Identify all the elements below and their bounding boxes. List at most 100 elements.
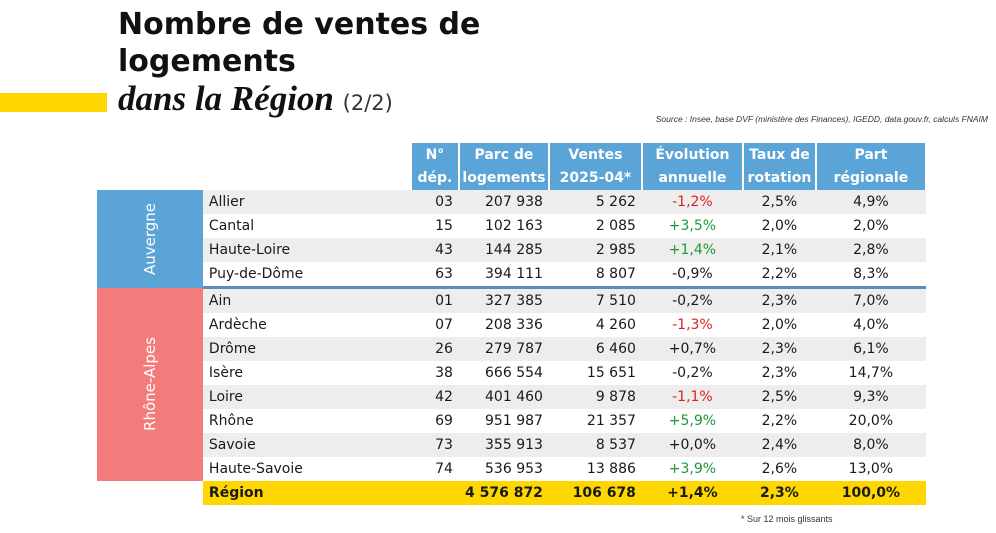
header-evolution: Évolution annuelle xyxy=(641,143,744,190)
cell-evolution: +3,9% xyxy=(641,457,743,481)
cell-taux: 2,3% xyxy=(742,361,816,385)
cell-name: Rhône xyxy=(202,409,412,433)
cell-name: Allier xyxy=(202,190,412,214)
cell-dep: 26 xyxy=(411,337,459,361)
cell-name: Loire xyxy=(202,385,412,409)
table-row: Isère 38 666 554 15 651 -0,2% 2,3% 14,7% xyxy=(97,361,926,385)
cell-ventes: 4 260 xyxy=(548,313,642,337)
cell-taux: 2,3% xyxy=(742,337,816,361)
cell-parc: 951 987 xyxy=(458,409,549,433)
header-blank-region xyxy=(97,143,203,190)
cell-taux: 2,1% xyxy=(742,238,816,262)
table-row: Drôme 26 279 787 6 460 +0,7% 2,3% 6,1% xyxy=(97,337,926,361)
table-body: Auvergne Allier 03 207 938 5 262 -1,2% 2,5% 4,9… xyxy=(97,190,926,505)
region-label-1: Rhône-Alpes xyxy=(97,287,203,481)
cell-name: Drôme xyxy=(202,337,412,361)
title-line-3: dans la Région (2/2) xyxy=(118,80,638,122)
cell-name: Puy-de-Dôme xyxy=(202,262,412,288)
cell-ventes: 13 886 xyxy=(548,457,642,481)
cell-name: Haute-Savoie xyxy=(202,457,412,481)
cell-taux: 2,4% xyxy=(742,433,816,457)
table-row: Loire 42 401 460 9 878 -1,1% 2,5% 9,3% xyxy=(97,385,926,409)
cell-parc: 102 163 xyxy=(458,214,549,238)
cell-name: Ardèche xyxy=(202,313,412,337)
accent-bar xyxy=(0,93,107,112)
cell-dep: 03 xyxy=(411,190,459,214)
title-line-1: Nombre de ventes de xyxy=(118,7,481,42)
cell-taux: 2,2% xyxy=(742,262,816,288)
total-blank xyxy=(97,481,203,505)
cell-parc: 536 953 xyxy=(458,457,549,481)
header-parc: Parc de logements xyxy=(458,143,550,190)
cell-part: 4,9% xyxy=(815,190,926,214)
total-ventes: 106 678 xyxy=(548,481,642,505)
cell-dep: 74 xyxy=(411,457,459,481)
cell-taux: 2,2% xyxy=(742,409,816,433)
cell-ventes: 2 085 xyxy=(548,214,642,238)
cell-name: Cantal xyxy=(202,214,412,238)
header-ventes: Ventes 2025-04* xyxy=(548,143,643,190)
cell-evolution: +1,4% xyxy=(641,238,743,262)
cell-part: 4,0% xyxy=(815,313,926,337)
cell-ventes: 8 537 xyxy=(548,433,642,457)
cell-part: 14,7% xyxy=(815,361,926,385)
cell-ventes: 9 878 xyxy=(548,385,642,409)
cell-part: 8,0% xyxy=(815,433,926,457)
cell-evolution: +3,5% xyxy=(641,214,743,238)
title-suffix: (2/2) xyxy=(342,91,393,115)
cell-name: Isère xyxy=(202,361,412,385)
cell-parc: 208 336 xyxy=(458,313,549,337)
cell-parc: 144 285 xyxy=(458,238,549,262)
cell-parc: 279 787 xyxy=(458,337,549,361)
header-part: Part régionale xyxy=(815,143,927,190)
cell-evolution: +5,9% xyxy=(641,409,743,433)
cell-ventes: 15 651 xyxy=(548,361,642,385)
header-blank-name xyxy=(203,143,412,190)
cell-name: Haute-Loire xyxy=(202,238,412,262)
cell-evolution: -1,3% xyxy=(641,313,743,337)
total-parc: 4 576 872 xyxy=(458,481,549,505)
cell-dep: 69 xyxy=(411,409,459,433)
cell-parc: 394 111 xyxy=(458,262,549,288)
cell-parc: 666 554 xyxy=(458,361,549,385)
cell-taux: 2,0% xyxy=(742,313,816,337)
cell-taux: 2,5% xyxy=(742,190,816,214)
source-note: Source : Insee, base DVF (ministère des … xyxy=(655,114,988,124)
cell-evolution: -0,2% xyxy=(641,361,743,385)
total-name: Région xyxy=(202,481,412,505)
table-row: Haute-Savoie 74 536 953 13 886 +3,9% 2,6% 13,0… xyxy=(97,457,926,481)
cell-evolution: -1,1% xyxy=(641,385,743,409)
cell-part: 13,0% xyxy=(815,457,926,481)
total-evolution: +1,4% xyxy=(641,481,743,505)
cell-evolution: -0,9% xyxy=(641,262,743,288)
sales-table: N° dép. Parc de logements Ventes 2025-04* É… xyxy=(97,143,927,505)
table-row: Ardèche 07 208 336 4 260 -1,3% 2,0% 4,0% xyxy=(97,313,926,337)
table-row: Cantal 15 102 163 2 085 +3,5% 2,0% 2,0% xyxy=(97,214,926,238)
page-title: Nombre de ventes de logements dans la Ré… xyxy=(118,6,638,122)
cell-dep: 01 xyxy=(411,286,459,313)
cell-ventes: 8 807 xyxy=(548,262,642,288)
cell-part: 2,0% xyxy=(815,214,926,238)
cell-dep: 15 xyxy=(411,214,459,238)
table-row: Savoie 73 355 913 8 537 +0,0% 2,4% 8,0% xyxy=(97,433,926,457)
cell-part: 9,3% xyxy=(815,385,926,409)
footnote: * Sur 12 mois glissants xyxy=(741,514,833,524)
table-row: Auvergne Allier 03 207 938 5 262 -1,2% 2,5% 4,9… xyxy=(97,190,926,288)
cell-evolution: +0,7% xyxy=(641,337,743,361)
header-dep: N° dép. xyxy=(411,143,460,190)
title-line-3-text: dans la Région xyxy=(118,79,334,118)
cell-taux: 2,6% xyxy=(742,457,816,481)
table-row: Rhône 69 951 987 21 357 +5,9% 2,2% 20,0% xyxy=(97,409,926,433)
region-label-0: Auvergne xyxy=(97,190,203,288)
cell-taux: 2,3% xyxy=(742,286,816,313)
total-dep xyxy=(411,481,459,505)
cell-dep: 07 xyxy=(411,313,459,337)
total-taux: 2,3% xyxy=(742,481,816,505)
cell-parc: 207 938 xyxy=(458,190,549,214)
cell-part: 2,8% xyxy=(815,238,926,262)
cell-dep: 73 xyxy=(411,433,459,457)
header-taux: Taux de rotation xyxy=(742,143,817,190)
cell-parc: 355 913 xyxy=(458,433,549,457)
cell-ventes: 6 460 xyxy=(548,337,642,361)
total-row: Région 4 576 872 106 678 +1,4% 2,3% 100,0% xyxy=(97,481,926,505)
